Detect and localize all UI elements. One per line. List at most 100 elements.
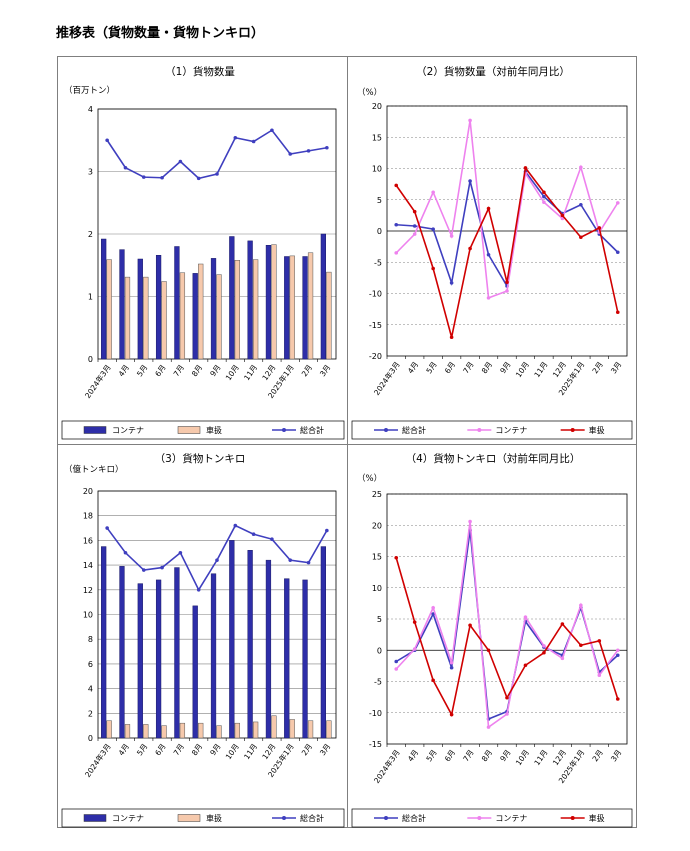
series-line [106,129,327,180]
legend-label: 車扱 [589,813,605,823]
bar [302,256,308,360]
x-tick-label: 9月 [208,742,222,757]
bar [247,550,253,739]
x-tick-label: 5月 [424,360,438,375]
x-tick-label: 3月 [609,748,623,763]
legend-label: 総合計 [402,813,426,823]
data-point [468,519,472,524]
x-tick-label: 12月 [260,742,277,761]
unit-label: （%） [357,473,382,484]
y-tick-label: 8 [88,635,93,644]
data-point [196,176,201,181]
x-tick-label: 7月 [172,363,186,378]
y-tick-label: 4 [88,105,93,114]
data-point [394,222,399,227]
data-point [615,648,620,653]
y-tick-label: -5 [374,678,382,687]
bar [271,715,277,739]
legend-label: コンテナ [112,426,144,435]
x-tick-label: 10月 [514,748,531,767]
chart-title: （3）貨物トンキロ [155,452,246,465]
data-point [233,135,238,140]
data-point [505,280,509,285]
y-tick-label: 25 [372,490,382,499]
plot-area [386,493,628,745]
y-tick-label: 5 [377,615,382,624]
bar [192,273,198,360]
bar [161,725,167,739]
y-tick-label: 1 [88,293,93,302]
bar [320,233,326,360]
bar [137,258,143,360]
x-tick-label: 6月 [153,363,167,378]
bar [216,274,222,360]
bar [155,579,162,739]
bar [101,238,107,360]
data-point [579,603,583,608]
y-tick-label: -10 [369,709,382,718]
data-point [251,532,256,537]
legend-label: 総合計 [300,425,324,435]
legend-label: 車扱 [589,425,605,435]
data-point [431,605,435,610]
data-point [178,550,183,555]
data-point [468,623,472,628]
panel-divider-vertical [347,56,348,828]
bar [307,252,314,360]
x-tick-label: 2月 [591,748,605,763]
x-tick-label: 4月 [117,742,131,757]
unit-label: （百万トン） [64,85,115,96]
data-point [505,695,509,700]
chart-title: （2）貨物数量（対前年同月比） [416,65,570,78]
unit-label: （億トンキロ） [64,464,124,475]
data-point [615,250,620,255]
legend-box [351,420,633,440]
legend-label: 総合計 [300,813,324,823]
legend-label: コンテナ [495,426,527,435]
x-tick-label: 7月 [461,748,475,763]
data-point [615,201,620,205]
x-tick-label: 4月 [406,748,420,763]
plot-area [386,105,628,357]
data-point [412,647,417,651]
y-tick-label: 18 [83,512,93,521]
x-tick-label: 12月 [551,748,568,767]
legend-marker [282,816,286,820]
series-line [395,165,619,338]
y-tick-label: 0 [88,355,93,364]
bar [289,719,295,739]
chart-p4: （4）貨物トンキロ（対前年同月比） （%） -15 -10 -5 0 5 10 15 20 25 20… [351,452,633,828]
bar [326,271,332,360]
bar [174,567,180,739]
legend-label: 総合計 [402,425,426,435]
x-tick-label: 6月 [443,360,457,375]
y-tick-label: 16 [83,536,93,545]
legend-marker [477,428,482,432]
series-line [395,557,619,717]
y-tick-label: 15 [372,133,382,142]
data-point [431,227,435,231]
y-tick-label: 15 [372,553,382,562]
y-tick-label: 10 [83,611,93,620]
y-tick-label: 0 [377,646,382,655]
legend-label: 車扱 [206,425,222,435]
x-tick-label: 8月 [480,748,494,763]
x-tick-label: 8月 [480,360,494,375]
data-point [325,528,329,533]
bar [320,546,326,739]
data-point [449,660,454,665]
y-tick-label: 6 [88,660,93,669]
x-tick-label: 3月 [609,360,623,375]
x-tick-label: 6月 [153,742,167,757]
x-tick-label: 7月 [172,742,186,757]
chart-p1: （1）貨物数量 （百万トン） 0 1 2 3 4 2024年3月 4月 5月 6月 7月 8月 9月 10月… [61,65,345,440]
x-tick-label: 10月 [514,360,531,379]
y-tick-label: 20 [372,102,382,111]
bar [234,260,240,360]
x-tick-label: 12月 [551,360,568,379]
chart-p3: （3）貨物トンキロ （億トンキロ） 0 2 4 6 8 10 12 14 16 18 20 2024年3月… [61,452,345,828]
data-point [523,615,528,619]
data-point [542,650,546,655]
data-point [468,246,472,251]
data-point [251,139,256,144]
